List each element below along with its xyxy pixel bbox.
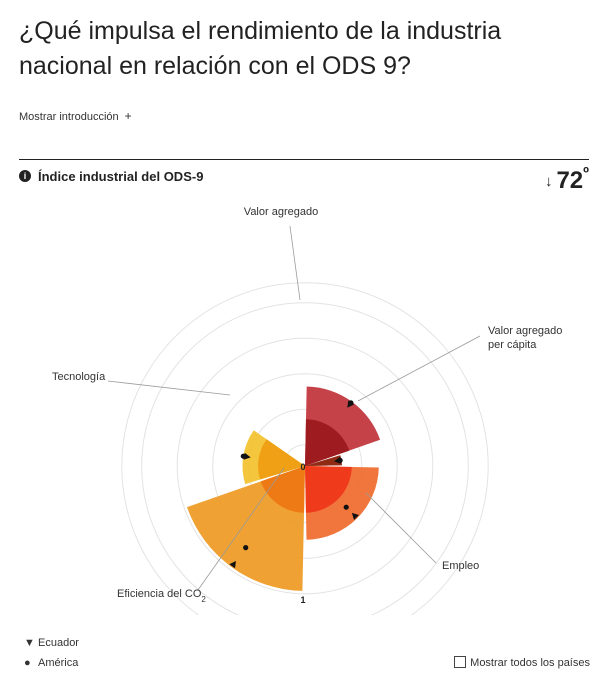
index-label: Índice industrial del ODS-9 — [38, 169, 204, 184]
category-label-0: Valor agregado — [244, 206, 318, 218]
bar-inner-4 — [258, 439, 305, 480]
grid-circle — [212, 373, 398, 559]
page-title: ¿Qué impulsa el rendimiento de la indust… — [19, 17, 502, 80]
radial-grid — [121, 282, 489, 615]
show-intro-toggle[interactable]: Mostrar introducción + — [19, 109, 132, 123]
legend-item-country: ▼ Ecuador — [24, 637, 79, 649]
legend-item-region: ● América — [24, 657, 78, 669]
country-marker-1 — [334, 456, 341, 464]
arrow-down-icon: ↓ — [544, 173, 553, 190]
label-leaders — [107, 225, 481, 591]
bar-inner-3 — [260, 466, 305, 513]
markers-group — [229, 400, 359, 569]
category-label-3: Eficiencia del CO2 — [117, 588, 206, 604]
show-all-label: Mostrar todos los países — [470, 657, 590, 669]
country-marker-2 — [351, 512, 359, 520]
leader-line-1 — [357, 335, 481, 402]
category-label-4: Tecnología — [52, 371, 106, 383]
legend-label: América — [38, 657, 79, 669]
leader-line-2 — [365, 492, 437, 564]
show-all-countries-checkbox[interactable]: Mostrar todos los países — [454, 656, 590, 669]
scale-label: 1 — [300, 595, 305, 605]
country-marker-0 — [347, 400, 354, 408]
leader-line-3 — [197, 467, 285, 591]
legend-label: Ecuador — [38, 637, 79, 649]
grid-circle — [121, 282, 489, 615]
category-label-1: Valor agregado per cápita — [488, 325, 562, 351]
divider — [19, 159, 589, 160]
country-marker-4 — [243, 452, 251, 460]
center-label: 0 — [300, 462, 305, 472]
grid-circle — [141, 302, 469, 615]
america-marker-3 — [243, 545, 249, 551]
rank-suffix: º — [583, 165, 589, 182]
dot-marker-icon: ● — [24, 657, 31, 669]
info-icon[interactable]: i — [19, 170, 31, 182]
rank-display: ↓ 72º — [545, 165, 589, 195]
america-marker-2 — [343, 504, 349, 510]
country-marker-3 — [229, 561, 236, 569]
checkbox-icon[interactable] — [454, 656, 467, 668]
bar-inner-0 — [305, 419, 350, 466]
index-header: i Índice industrial del ODS-9 ↓ 72º — [19, 165, 589, 194]
plus-icon: + — [124, 109, 132, 123]
show-intro-label: Mostrar introducción — [19, 111, 119, 123]
bar-inner-2 — [305, 466, 352, 513]
leader-line-4 — [107, 380, 231, 396]
bar-inner-1 — [305, 455, 342, 466]
triangle-marker-icon: ▼ — [24, 637, 35, 649]
bars-group — [187, 386, 381, 591]
rank-value: 72 — [556, 167, 584, 194]
category-labels: Valor agregado Valor agregado per cápita Em… — [52, 206, 562, 604]
grid-circle — [176, 337, 434, 595]
category-label-2: Empleo — [442, 560, 479, 572]
polar-chart: Valor agregado Valor agregado per cápita Em… — [52, 206, 562, 615]
leader-line-0 — [289, 225, 301, 301]
